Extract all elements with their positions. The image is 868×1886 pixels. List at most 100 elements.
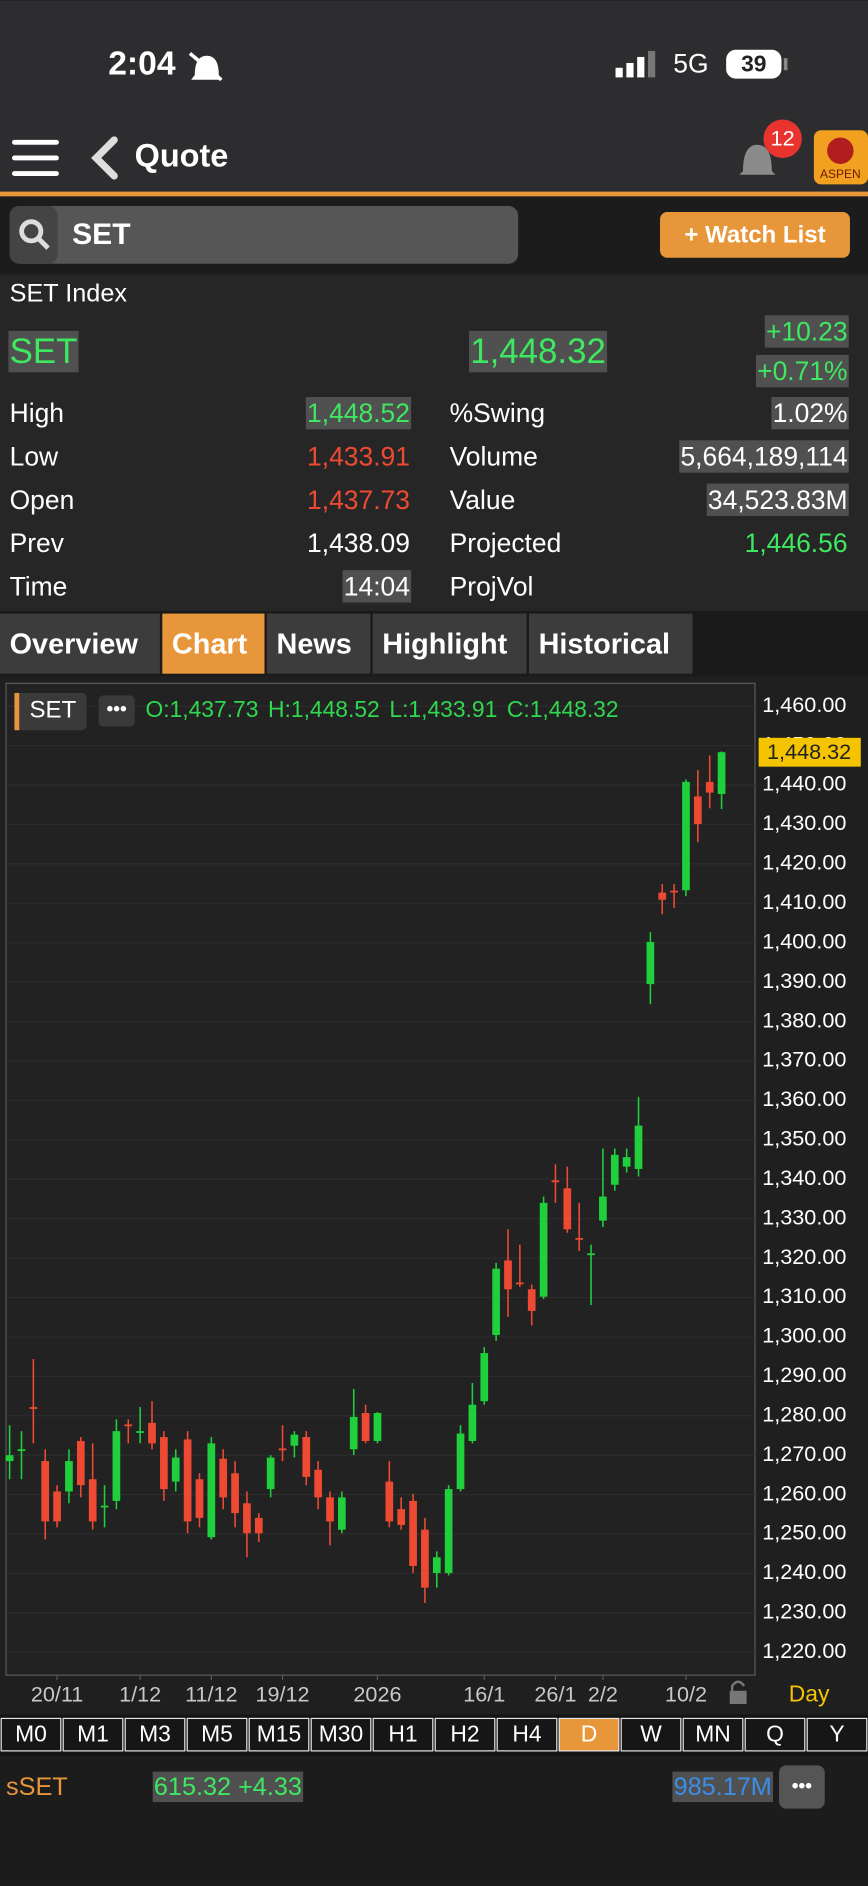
candle-body bbox=[622, 1157, 631, 1167]
candle-body bbox=[53, 1491, 61, 1522]
candle-body bbox=[539, 1202, 548, 1297]
x-tick-label: 1/12 bbox=[119, 1681, 161, 1706]
timeframe-label: M0 bbox=[15, 1720, 47, 1746]
footer-volume: 985.17M bbox=[674, 1773, 772, 1801]
x-tick-label: 10/2 bbox=[665, 1681, 707, 1706]
tab-label: Historical bbox=[539, 629, 670, 661]
legend-low: L:1,433.91 bbox=[389, 696, 497, 722]
stat-label: %Swing bbox=[450, 398, 546, 428]
back-button[interactable] bbox=[91, 136, 118, 180]
timeframe[interactable] bbox=[682, 1717, 744, 1752]
timeframe-label: H4 bbox=[512, 1720, 541, 1746]
y-tick-label: 1,220.00 bbox=[762, 1638, 846, 1663]
menu-button[interactable] bbox=[12, 139, 59, 176]
value-highlight bbox=[672, 1771, 774, 1803]
y-tick-label: 1,460.00 bbox=[762, 692, 846, 717]
y-tick-label: 1,300.00 bbox=[762, 1323, 846, 1348]
timeframe-label: M15 bbox=[257, 1720, 301, 1746]
timeframe[interactable] bbox=[124, 1717, 186, 1752]
tab[interactable] bbox=[372, 613, 527, 674]
search-box[interactable] bbox=[9, 206, 519, 264]
candle-body bbox=[527, 1289, 536, 1311]
y-tick-label: 1,430.00 bbox=[762, 810, 846, 835]
tab[interactable] bbox=[0, 613, 160, 674]
symbol-chip bbox=[14, 692, 87, 731]
candle-body bbox=[575, 1237, 584, 1240]
stat-label: ProjVol bbox=[450, 571, 534, 601]
candle-body bbox=[219, 1458, 228, 1498]
candle-body bbox=[670, 890, 678, 893]
timeframe[interactable] bbox=[186, 1717, 248, 1752]
timeframe[interactable] bbox=[620, 1717, 682, 1752]
stat-label: Time bbox=[10, 571, 68, 601]
candle-body bbox=[326, 1497, 334, 1522]
candle-body bbox=[373, 1413, 382, 1441]
quote-symbol: SET bbox=[10, 332, 78, 371]
tab-label: News bbox=[277, 629, 352, 661]
chart-menu[interactable] bbox=[98, 695, 135, 727]
candle-body bbox=[278, 1448, 287, 1451]
candle-body bbox=[421, 1529, 429, 1588]
timeframe-label: H2 bbox=[450, 1720, 479, 1746]
y-tick-label: 1,250.00 bbox=[762, 1520, 846, 1545]
timeframe[interactable] bbox=[62, 1717, 124, 1752]
tab[interactable] bbox=[162, 613, 265, 674]
timeframe[interactable] bbox=[496, 1717, 558, 1752]
x-tick-label: 16/1 bbox=[463, 1681, 505, 1706]
footer-symbol: sSET bbox=[6, 1773, 68, 1801]
stat-label: Value bbox=[450, 485, 516, 515]
candle-body bbox=[717, 752, 726, 794]
timeframe[interactable] bbox=[0, 1717, 62, 1752]
timeframe[interactable] bbox=[558, 1717, 620, 1752]
stat-label: Volume bbox=[450, 441, 538, 471]
battery bbox=[726, 49, 782, 79]
timeframe[interactable] bbox=[372, 1717, 434, 1752]
x-tick-label: 19/12 bbox=[255, 1681, 309, 1706]
stat-value: 1,446.56 bbox=[745, 528, 848, 558]
candle-body bbox=[100, 1505, 109, 1508]
candle-body bbox=[468, 1404, 477, 1441]
timeframe[interactable] bbox=[248, 1717, 310, 1752]
candle-body bbox=[492, 1268, 500, 1335]
candle-body bbox=[693, 796, 702, 825]
value-highlight bbox=[755, 354, 849, 388]
stat-label: High bbox=[10, 398, 64, 428]
y-tick-label: 1,240.00 bbox=[762, 1559, 846, 1584]
legend-high: H:1,448.52 bbox=[268, 696, 380, 722]
bell-button[interactable] bbox=[739, 144, 776, 175]
candle-body bbox=[646, 941, 655, 985]
battery-tip bbox=[783, 58, 788, 71]
candle-body bbox=[231, 1473, 239, 1514]
candle-body bbox=[124, 1424, 133, 1427]
candle-body bbox=[682, 781, 690, 891]
candle-body bbox=[551, 1180, 560, 1183]
y-tick-label: 1,410.00 bbox=[762, 889, 846, 914]
y-tick-label: 1,370.00 bbox=[762, 1047, 846, 1072]
candle-body bbox=[432, 1557, 441, 1574]
timeframe[interactable] bbox=[806, 1717, 868, 1752]
y-tick-label: 1,440.00 bbox=[762, 771, 846, 796]
timeframe[interactable] bbox=[310, 1717, 372, 1752]
candle-body bbox=[41, 1461, 50, 1522]
candle-body bbox=[504, 1260, 512, 1290]
stat-label: Open bbox=[10, 485, 75, 515]
y-tick-label: 1,400.00 bbox=[762, 928, 846, 953]
header-divider bbox=[0, 191, 868, 197]
y-tick-label: 1,330.00 bbox=[762, 1204, 846, 1229]
footer-menu-dots: ••• bbox=[792, 1776, 812, 1797]
timeframe-label: M3 bbox=[139, 1720, 171, 1746]
footer-menu[interactable] bbox=[779, 1765, 825, 1809]
timeframe[interactable] bbox=[434, 1717, 496, 1752]
watch-list-button[interactable] bbox=[660, 212, 850, 258]
y-tick-label: 1,320.00 bbox=[762, 1244, 846, 1269]
value-highlight bbox=[706, 483, 849, 516]
value-highlight bbox=[305, 397, 412, 430]
candle-body bbox=[290, 1434, 299, 1446]
candle-body bbox=[148, 1422, 156, 1444]
stats: High 1,448.52 Low 1,433.91 Open 1,437.73 Prev 1… bbox=[10, 397, 849, 603]
tab[interactable] bbox=[528, 613, 693, 674]
tab[interactable] bbox=[266, 613, 371, 674]
timeframe[interactable] bbox=[744, 1717, 806, 1752]
y-tick-label: 1,270.00 bbox=[762, 1441, 846, 1466]
